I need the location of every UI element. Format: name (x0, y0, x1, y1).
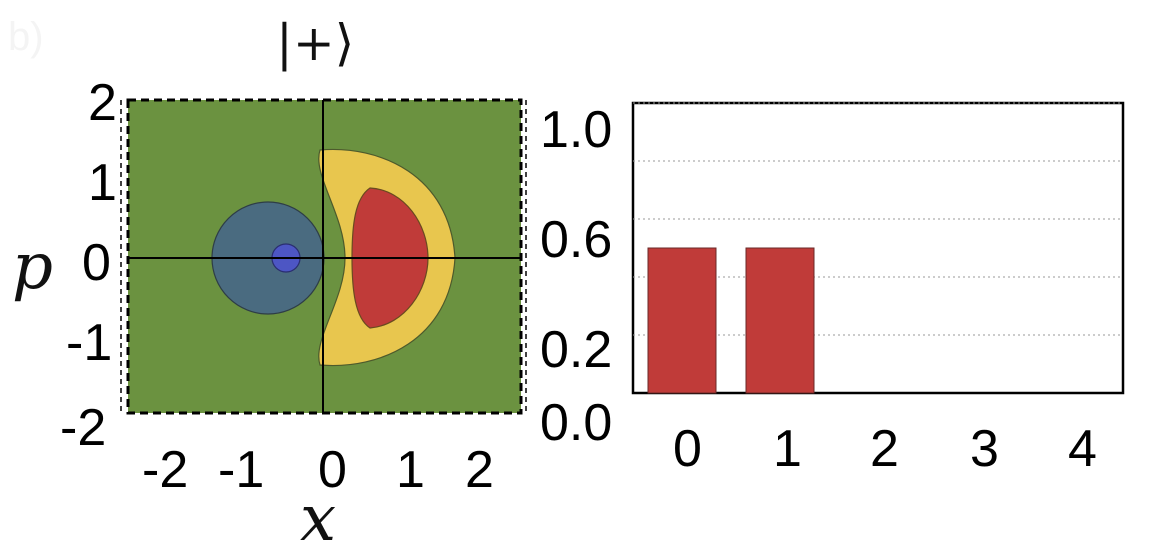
bar-ytick-label: 0.2 (540, 321, 612, 379)
bar-n1 (745, 247, 815, 394)
wigner-ylabel: p (12, 230, 53, 304)
bar-xtick-label: 0 (673, 420, 702, 478)
bar-xtick-label: 3 (970, 420, 999, 478)
photon-number-bar-chart: 1.0 0.6 0.2 0.0 0 1 2 3 4 (540, 101, 1125, 478)
wigner-xtick-label: 2 (465, 441, 494, 499)
wigner-title: |+⟩ (276, 14, 354, 72)
wigner-xlabel: x (300, 482, 336, 549)
panel-label: b) (8, 15, 44, 59)
wigner-ytick-label: 0 (82, 234, 111, 292)
bar-ytick-label: 1.0 (540, 101, 612, 159)
wigner-ytick-label: 2 (88, 74, 117, 132)
bar-xtick-label: 4 (1068, 420, 1097, 478)
wigner-xtick-label: 1 (396, 441, 425, 499)
bar-ytick-label: 0.6 (540, 211, 612, 269)
wigner-xtick-label: 0 (318, 441, 347, 499)
wigner-ytick-label: 1 (88, 154, 117, 212)
bar-n0 (647, 247, 717, 394)
wigner-xtick-label: -1 (218, 441, 264, 499)
wigner-xtick-label: -2 (142, 441, 188, 499)
wigner-frame (126, 98, 523, 415)
wigner-ytick-label: -2 (60, 399, 106, 457)
bar-ytick-label: 0.0 (540, 394, 612, 452)
wigner-plot: |+⟩ 2 1 0 -1 -2 -2 -1 0 1 2 p x (12, 14, 527, 549)
bar-xtick-label: 1 (773, 420, 802, 478)
bar-xtick-label: 2 (870, 420, 899, 478)
wigner-ytick-label: -1 (66, 314, 112, 372)
